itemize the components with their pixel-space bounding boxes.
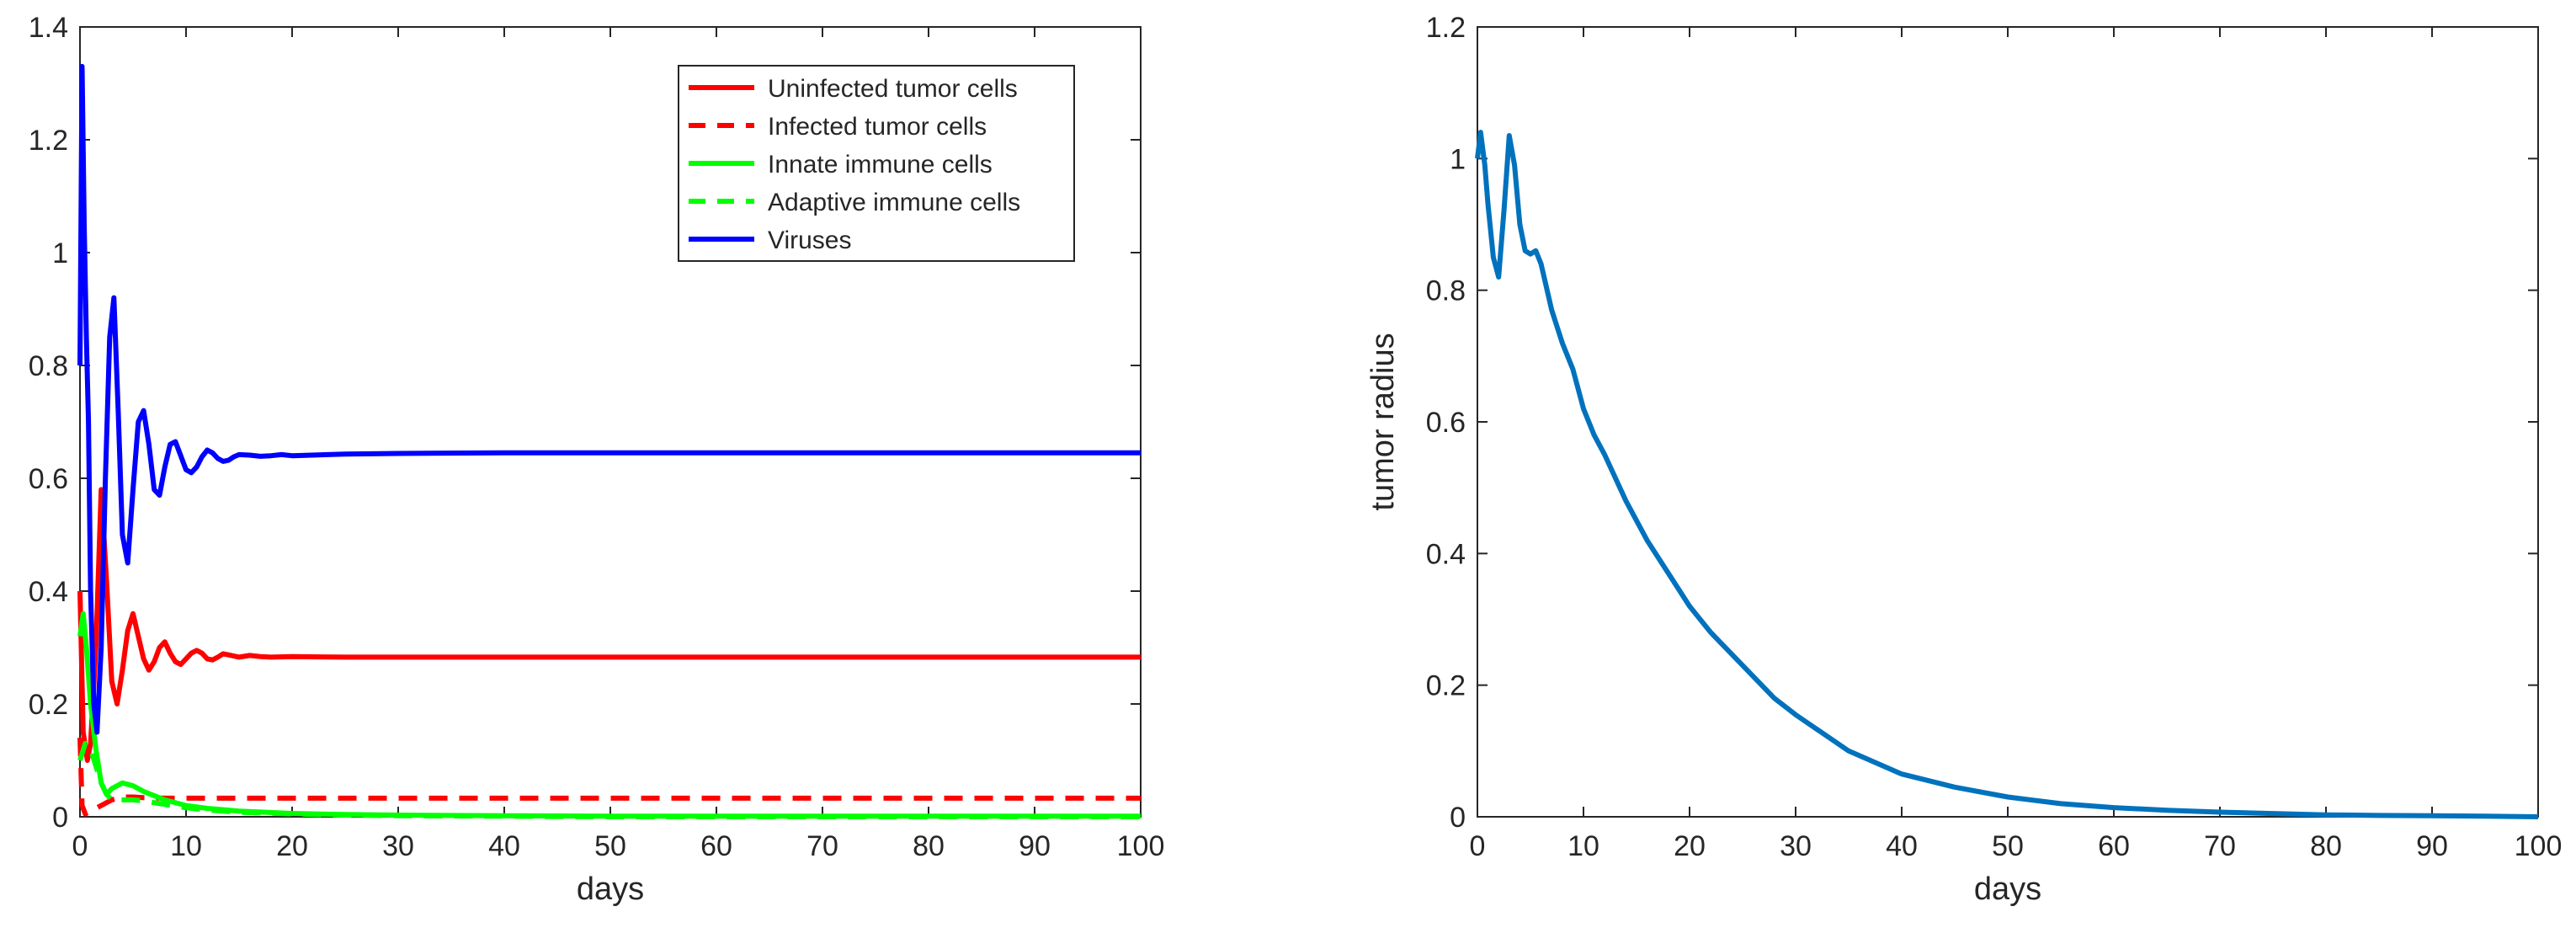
y-tick-label: 0.4 — [29, 576, 68, 608]
y-tick-label: 0.4 — [1426, 538, 1466, 570]
x-axis-label: days — [1974, 872, 2041, 907]
y-axis-label: tumor radius — [1365, 333, 1401, 510]
chart-populations: 0 10 20 30 40 50 60 70 80 90 100 0 0.2 0.4 0.6 0.8 1 1.2 1… — [29, 12, 1165, 907]
legend-entry: Innate immune cells — [768, 151, 993, 179]
legend-entry: Viruses — [768, 227, 852, 254]
y-tick-label: 1.2 — [29, 125, 68, 157]
x-tick-label: 40 — [1886, 830, 1918, 862]
y-tick-label: 0 — [52, 802, 68, 834]
y-tick-label: 1.2 — [1426, 12, 1466, 44]
y-tick-label: 0.2 — [29, 689, 68, 721]
x-tick-label: 100 — [2515, 830, 2563, 862]
x-tick-label: 90 — [1019, 830, 1051, 862]
x-tick-label: 80 — [913, 830, 945, 862]
y-tick-label: 1.4 — [29, 12, 68, 44]
x-tick-label: 100 — [1117, 830, 1165, 862]
chart-tumor-radius: 0 10 20 30 40 50 60 70 80 90 100 0 0.2 0.4 0.6 0.8 1 1.2 d… — [1365, 12, 2562, 907]
legend-entry: Infected tumor cells — [768, 113, 987, 141]
y-tick-label: 0.6 — [1426, 407, 1466, 439]
legend-entry: Adaptive immune cells — [768, 189, 1020, 216]
y-tick-label: 0.2 — [1426, 670, 1466, 702]
x-tick-label: 10 — [170, 830, 202, 862]
x-tick-label: 70 — [806, 830, 838, 862]
y-tick-label: 0.8 — [1426, 275, 1466, 307]
legend-entry: Uninfected tumor cells — [768, 75, 1018, 103]
x-axis-label: days — [577, 872, 644, 907]
series-line-viruses — [77, 63, 1141, 735]
series-line-tumor-radius — [1475, 130, 2539, 819]
axes-box — [1477, 26, 2539, 818]
series-line-innate-immune-cells — [77, 610, 1141, 819]
x-tick-label: 50 — [594, 830, 626, 862]
x-tick-label: 30 — [1780, 830, 1812, 862]
series-line-uninfected-tumor-cells — [77, 487, 1141, 763]
x-tick-label: 20 — [276, 830, 308, 862]
x-tick-label: 60 — [700, 830, 732, 862]
x-tick-label: 0 — [1470, 830, 1486, 862]
y-tick-label: 1 — [52, 237, 68, 269]
series-line-infected-tumor-cells — [77, 738, 1141, 817]
x-tick-label: 80 — [2310, 830, 2342, 862]
x-tick-label: 30 — [382, 830, 414, 862]
x-tick-label: 90 — [2416, 830, 2448, 862]
x-tick-label: 60 — [2098, 830, 2130, 862]
x-tick-label: 10 — [1567, 830, 1599, 862]
x-tick-label: 20 — [1674, 830, 1706, 862]
y-tick-label: 1 — [1450, 143, 1466, 175]
y-tick-label: 0 — [1450, 802, 1466, 834]
y-tick-label: 0.6 — [29, 463, 68, 495]
y-tick-label: 0.8 — [29, 350, 68, 382]
x-tick-label: 40 — [488, 830, 520, 862]
x-tick-label: 50 — [1992, 830, 2024, 862]
series-line-adaptive-immune-cells — [77, 740, 1141, 819]
x-tick-label: 70 — [2204, 830, 2236, 862]
x-tick-label: 0 — [72, 830, 88, 862]
